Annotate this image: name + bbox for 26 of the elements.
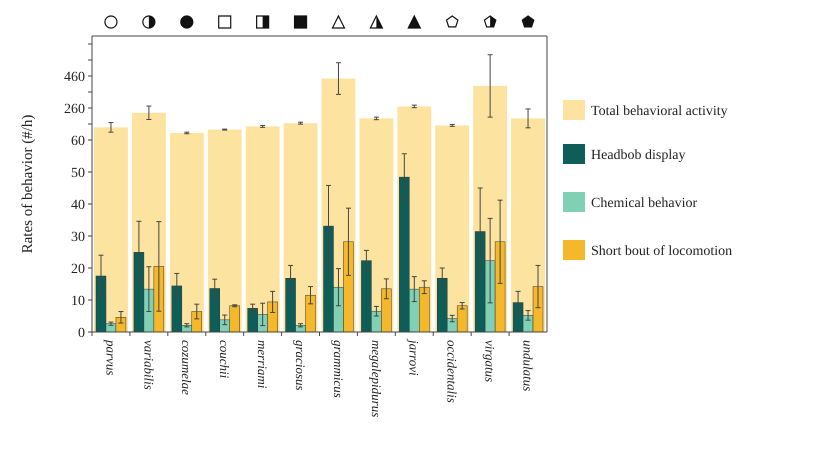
x-tick-label: graciosus — [292, 340, 308, 391]
y-tick-label: 0 — [78, 326, 85, 341]
legend-label: Total behavioral activity — [591, 104, 728, 119]
y-tick-label: 10 — [71, 294, 85, 309]
x-tick-label: megalepidurus — [368, 340, 384, 418]
legend-label: Chemical behavior — [591, 196, 698, 211]
y-tick-label: 40 — [71, 198, 85, 213]
y-tick-label: 260 — [64, 102, 85, 117]
y-tick-label: 20 — [71, 262, 85, 277]
legend-label: Headbob display — [591, 148, 686, 163]
y-tick-label: 60 — [71, 134, 85, 149]
x-tick-label: parvus — [103, 339, 118, 376]
y-axis-title: Rates of behavior (#/h) — [20, 114, 36, 254]
legend-label: Short bout of locomotion — [591, 244, 732, 259]
y-tick-label: 30 — [71, 230, 85, 245]
x-tick-label: jarrovi — [406, 338, 422, 376]
x-tick-label: merriami — [255, 340, 270, 389]
x-tick-label: grammicus — [330, 340, 346, 398]
x-tick-label: occidentalis — [444, 340, 460, 403]
y-tick-label: 50 — [71, 166, 85, 181]
x-tick-label: variabilis — [141, 340, 156, 390]
x-tick-label: undulatus — [520, 340, 536, 392]
x-tick-label: cozumelae — [179, 340, 194, 396]
x-tick-label: couchii — [217, 340, 232, 379]
y-tick-label: 460 — [64, 70, 85, 85]
x-tick-label: virgatus — [482, 340, 498, 382]
